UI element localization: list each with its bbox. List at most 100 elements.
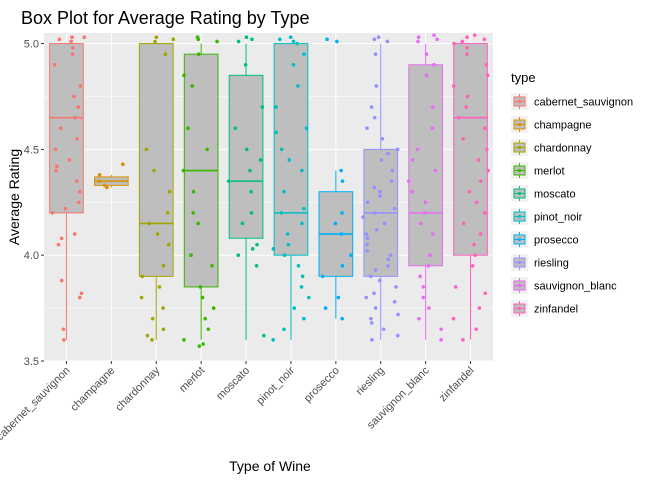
data-point xyxy=(452,41,456,46)
data-point xyxy=(285,232,290,236)
data-point xyxy=(72,94,76,99)
data-point xyxy=(432,62,436,67)
data-point xyxy=(249,189,253,194)
y-tick-label: 5.0 xyxy=(24,39,39,51)
data-point xyxy=(59,236,64,241)
data-point xyxy=(121,162,125,166)
data-point xyxy=(153,39,157,44)
data-point xyxy=(196,37,201,42)
data-point xyxy=(105,185,109,190)
y-tick-label: 4.5 xyxy=(24,144,39,156)
data-point xyxy=(416,39,420,44)
y-axis-title: Average Rating xyxy=(6,149,22,245)
data-point xyxy=(378,189,382,194)
data-point xyxy=(243,62,248,67)
data-point xyxy=(279,211,284,215)
data-point xyxy=(365,126,369,131)
data-point xyxy=(271,247,276,251)
data-point xyxy=(392,206,397,211)
box-chardonnay xyxy=(138,43,174,340)
box-rect xyxy=(228,74,264,239)
box-prosecco xyxy=(318,170,354,319)
data-point xyxy=(389,179,394,183)
data-point xyxy=(189,253,193,257)
data-point xyxy=(478,232,483,236)
data-point xyxy=(157,285,162,289)
data-point xyxy=(372,185,377,190)
data-point xyxy=(274,105,278,109)
data-point xyxy=(364,232,369,236)
data-point xyxy=(150,338,154,342)
data-point xyxy=(422,211,427,215)
data-point xyxy=(145,333,150,338)
data-point xyxy=(392,299,397,304)
data-point xyxy=(485,147,489,152)
legend-item-cabernet_sauvignon: cabernet_sauvignon xyxy=(511,93,633,110)
data-point xyxy=(424,73,429,78)
data-point xyxy=(279,147,284,152)
legend-key-point xyxy=(517,191,522,196)
data-point xyxy=(477,306,482,310)
data-point xyxy=(380,137,385,141)
data-point xyxy=(381,327,386,332)
legend-item-zinfandel: zinfandel xyxy=(511,300,578,317)
legend-title: type xyxy=(511,70,536,85)
box-merlot xyxy=(183,43,219,340)
data-point xyxy=(63,206,68,211)
data-point xyxy=(464,105,468,109)
data-point xyxy=(226,179,231,183)
points-merlot xyxy=(181,35,219,348)
data-point xyxy=(302,52,306,56)
data-point xyxy=(474,200,479,205)
data-point xyxy=(55,164,59,169)
y-tick-label: 3.5 xyxy=(24,356,39,368)
data-point xyxy=(62,338,66,342)
data-point xyxy=(465,52,469,56)
data-point xyxy=(302,316,306,321)
data-point xyxy=(416,35,421,40)
boxes-group xyxy=(49,43,488,340)
data-point xyxy=(482,211,487,215)
data-point xyxy=(433,168,438,173)
data-point xyxy=(233,126,238,131)
data-point xyxy=(419,221,423,226)
data-point xyxy=(467,189,472,194)
x-tick-label: cabernet_sauvignon xyxy=(0,365,73,444)
data-point xyxy=(97,179,101,183)
data-point xyxy=(421,285,426,289)
x-tick-label: chardonnay xyxy=(113,364,162,413)
data-point xyxy=(182,73,186,78)
data-point xyxy=(395,147,400,152)
points-cabernet_sauvignon xyxy=(50,35,87,342)
data-point xyxy=(77,200,81,205)
data-point xyxy=(161,263,166,268)
box-rect xyxy=(453,43,488,256)
data-point xyxy=(186,126,190,131)
data-point xyxy=(476,158,481,162)
data-point xyxy=(364,295,369,300)
data-point xyxy=(73,115,77,120)
data-point xyxy=(430,232,435,236)
legend-key-point xyxy=(517,214,522,219)
data-point xyxy=(426,263,431,268)
data-point xyxy=(201,342,205,346)
legend-key-point xyxy=(517,237,522,242)
data-point xyxy=(70,35,74,40)
legend-item-champagne: champagne xyxy=(511,116,592,133)
data-point xyxy=(255,242,259,247)
points-riesling xyxy=(361,35,400,342)
data-point xyxy=(97,172,102,177)
data-point xyxy=(372,37,377,42)
data-point xyxy=(69,39,74,44)
legend-label: cabernet_sauvignon xyxy=(534,97,633,109)
data-point xyxy=(191,189,196,194)
box-rect xyxy=(138,43,174,277)
data-point xyxy=(373,211,377,215)
data-point xyxy=(296,84,300,88)
data-point xyxy=(296,263,301,268)
data-point xyxy=(370,338,374,342)
data-point xyxy=(274,130,278,135)
data-point xyxy=(472,242,476,247)
data-point xyxy=(424,52,429,56)
data-point xyxy=(482,37,487,42)
